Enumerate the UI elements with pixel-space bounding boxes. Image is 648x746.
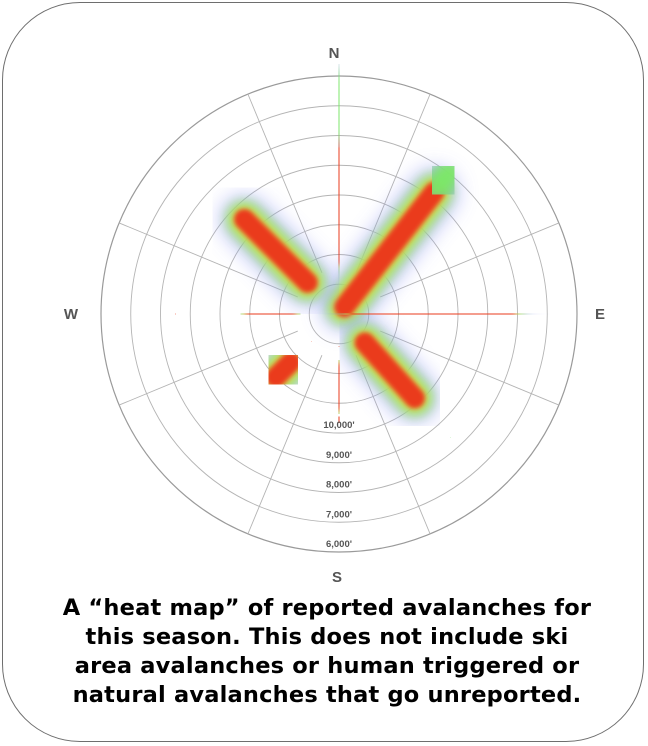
heat-spot [419, 154, 468, 207]
ring-label: 9,000' [326, 450, 352, 461]
heat-layer [153, 66, 528, 457]
north-label: N [329, 45, 340, 62]
heat-spot [222, 197, 330, 305]
caption-line: A “heat map” of reported avalanches for [62, 595, 592, 621]
caption-line: this season. This does not include ski [85, 624, 569, 650]
grid-spoke [247, 355, 323, 535]
grid-spoke [355, 355, 431, 535]
south-label: S [332, 569, 342, 586]
west-label: W [64, 306, 79, 323]
grid-spoke [118, 330, 298, 406]
caption-line: natural avalanches that go unreported. [72, 682, 582, 708]
grid-spoke [380, 330, 560, 406]
caption-line: area avalanches or human triggered or [74, 653, 580, 679]
ring-label: 8,000' [326, 480, 352, 491]
heat-spot [322, 170, 457, 329]
grid-spoke [247, 93, 323, 273]
polar-heatmap-chart: 6,000' 7,000' 8,000' 9,000' 10,000' N E S W [64, 45, 605, 586]
east-label: E [595, 306, 605, 323]
grid-spoke [118, 222, 298, 298]
heat-spot [342, 320, 437, 421]
ring-label: 7,000' [326, 509, 352, 520]
ring-label: 10,000' [323, 420, 354, 431]
ring-labels: 6,000' 7,000' 8,000' 9,000' 10,000' [323, 420, 354, 550]
caption: A “heat map” of reported avalanches for … [15, 594, 639, 710]
grid-spoke [380, 222, 560, 298]
heat-spot [253, 340, 313, 400]
ring-label: 6,000' [326, 539, 352, 550]
